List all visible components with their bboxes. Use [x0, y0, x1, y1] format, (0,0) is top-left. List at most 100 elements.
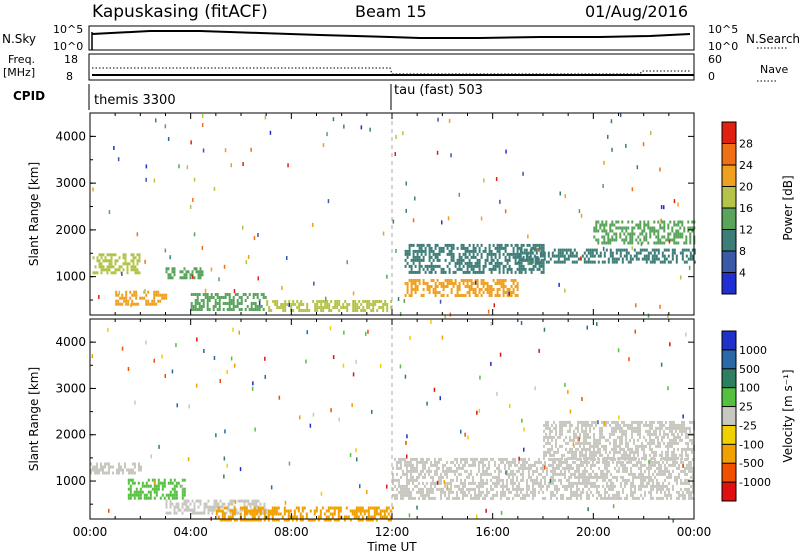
data-cell [603, 229, 606, 233]
data-cell [261, 511, 264, 515]
data-cell [169, 502, 172, 506]
data-cell [544, 460, 546, 464]
data-cell [460, 279, 463, 282]
data-cell [474, 255, 477, 259]
data-cell [674, 475, 676, 479]
data-cell [290, 303, 293, 306]
data-cell [192, 293, 195, 296]
data-cell [524, 460, 526, 464]
data-cell [333, 509, 336, 513]
data-cell [163, 496, 166, 500]
data-cell [253, 499, 256, 503]
data-cell [472, 249, 475, 253]
data-cell [671, 229, 674, 233]
data-cell [553, 260, 556, 264]
data-cell [536, 466, 538, 470]
data-cell [458, 288, 461, 291]
data-cell [357, 515, 360, 519]
data-cell [583, 438, 585, 442]
data-cell [206, 296, 209, 299]
data-cell [108, 262, 111, 266]
data-cell [420, 294, 423, 297]
data-cell [436, 463, 438, 467]
data-cell [183, 502, 186, 506]
data-cell [667, 232, 670, 236]
data-speckle [367, 329, 369, 334]
data-cell [290, 306, 293, 309]
data-cell [197, 511, 200, 515]
data-cell [506, 294, 509, 297]
data-cell [584, 469, 586, 473]
data-cell [494, 264, 497, 268]
data-cell [207, 505, 210, 509]
data-cell [283, 509, 286, 513]
data-cell [334, 306, 337, 309]
data-cell [619, 429, 621, 433]
freq-label-2: [MHz] [3, 66, 35, 79]
data-cell [500, 457, 502, 461]
data-cell [263, 518, 266, 522]
data-cell [556, 487, 558, 491]
data-cell [625, 229, 628, 233]
data-cell [508, 267, 511, 271]
data-cell [659, 223, 662, 227]
data-cell [626, 496, 628, 500]
data-cell [619, 232, 622, 236]
data-cell [561, 251, 564, 255]
data-cell [432, 481, 434, 485]
data-cell [352, 306, 355, 309]
data-cell [408, 493, 410, 497]
data-cell [691, 450, 693, 454]
data-cell [458, 258, 461, 262]
data-cell [488, 294, 491, 297]
data-cell [616, 490, 618, 494]
data-cell [472, 288, 475, 291]
data-cell [681, 426, 683, 430]
data-cell [118, 265, 121, 269]
data-cell [440, 249, 443, 253]
data-cell [688, 493, 690, 497]
data-cell [438, 475, 440, 479]
data-cell [183, 508, 186, 512]
data-cell [569, 426, 571, 430]
data-cell [198, 293, 201, 296]
data-cell [340, 306, 343, 309]
data-speckle [352, 372, 355, 377]
data-cell [362, 300, 365, 303]
data-cell [623, 453, 625, 457]
data-cell [597, 441, 599, 445]
data-cell [609, 238, 612, 242]
data-cell [442, 487, 444, 491]
data-cell [514, 279, 517, 282]
data-cell [426, 481, 428, 485]
data-speckle [176, 403, 178, 408]
data-cell [582, 487, 584, 491]
data-speckle [527, 234, 529, 239]
data-cell [619, 248, 622, 252]
data-speckle [416, 505, 418, 510]
data-cell [114, 268, 117, 272]
x-tick-label: 08:00 [274, 525, 309, 539]
data-cell [250, 308, 253, 311]
data-cell [498, 255, 501, 259]
data-cell [430, 496, 432, 500]
data-speckle [238, 330, 240, 335]
y-axis-label: Slant Range [km] [27, 367, 41, 471]
data-cell [470, 264, 473, 268]
data-cell [412, 457, 414, 461]
data-cell [279, 512, 282, 516]
data-cell [613, 260, 616, 264]
data-speckle [460, 429, 462, 434]
data-cell [685, 453, 687, 457]
data-cell [496, 243, 499, 247]
data-cell [615, 450, 617, 454]
data-cell [175, 493, 178, 497]
data-cell [106, 471, 108, 475]
data-cell [440, 285, 443, 288]
data-cell [638, 484, 640, 488]
data-cell [532, 243, 535, 247]
data-cell [542, 258, 545, 262]
data-cell [96, 471, 98, 475]
data-cell [660, 472, 662, 476]
data-cell [558, 460, 560, 464]
